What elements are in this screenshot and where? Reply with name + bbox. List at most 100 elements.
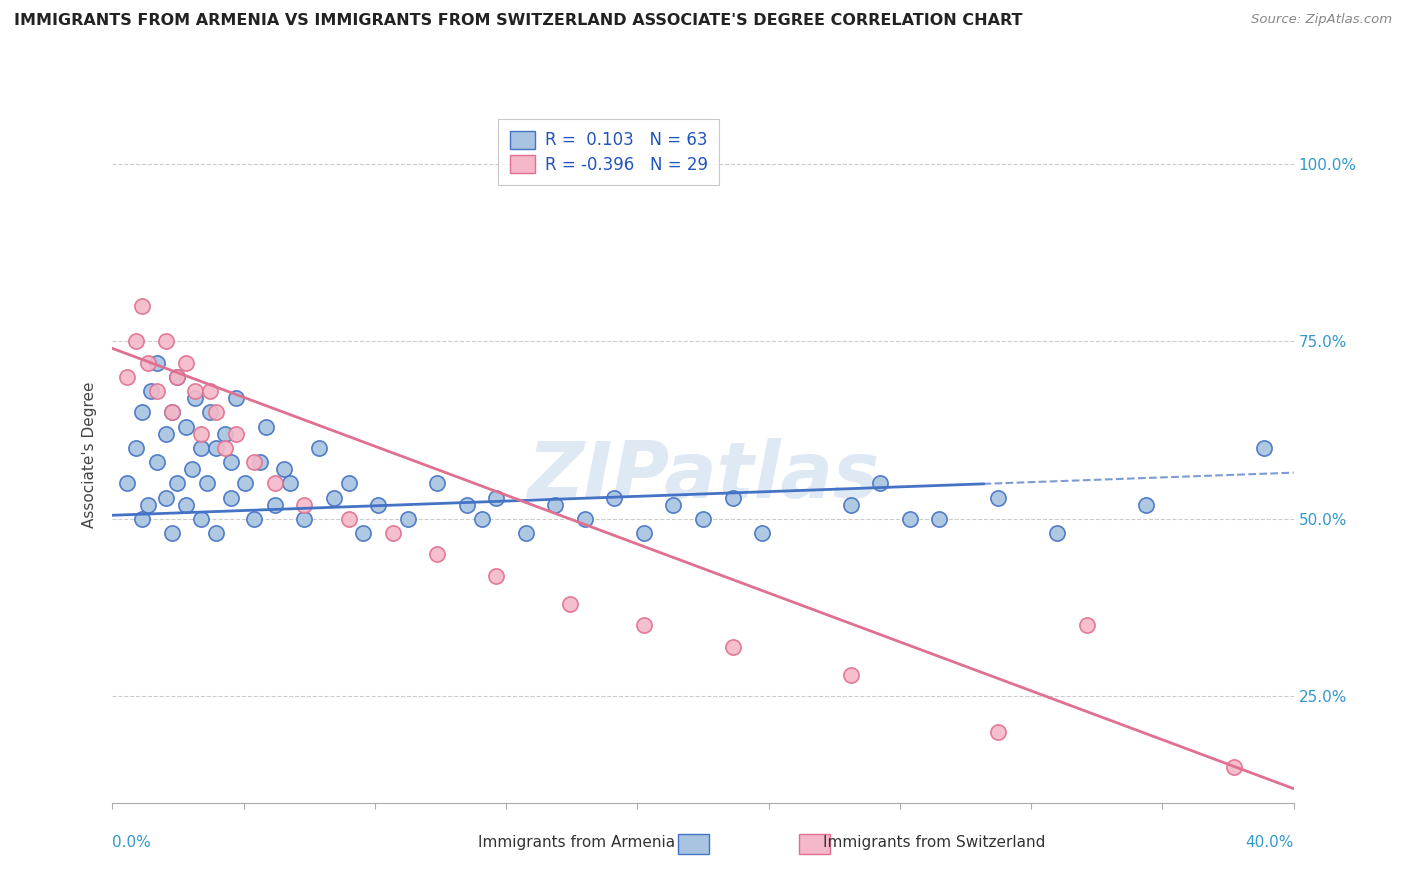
Point [205, 405, 228, 419]
Point [181, 462, 204, 476]
Point [174, 419, 197, 434]
Point [214, 426, 236, 441]
Point [1253, 441, 1275, 455]
Point [278, 476, 301, 491]
Point [544, 498, 567, 512]
Point [292, 512, 315, 526]
Point [219, 491, 242, 505]
Text: Immigrants from Switzerland: Immigrants from Switzerland [823, 836, 1045, 850]
Text: Immigrants from Armenia: Immigrants from Armenia [478, 836, 675, 850]
Point [308, 441, 330, 455]
Point [721, 491, 744, 505]
Point [839, 668, 862, 682]
Text: ZIPatlas: ZIPatlas [527, 438, 879, 514]
Point [382, 526, 405, 541]
Point [692, 512, 714, 526]
Point [367, 498, 389, 512]
Point [195, 476, 218, 491]
Point [117, 369, 138, 384]
Point [485, 568, 508, 582]
Point [139, 384, 162, 398]
Point [633, 618, 655, 632]
Point [558, 597, 582, 611]
Point [166, 369, 188, 384]
Point [485, 491, 508, 505]
Point [515, 526, 537, 541]
Point [633, 526, 655, 541]
Point [264, 476, 287, 491]
Point [131, 512, 153, 526]
Point [254, 419, 277, 434]
Point [751, 526, 773, 541]
Point [1223, 760, 1246, 774]
Point [160, 405, 183, 419]
Point [987, 491, 1010, 505]
Point [155, 426, 177, 441]
Point [396, 512, 419, 526]
Point [470, 512, 494, 526]
Y-axis label: Associate's Degree: Associate's Degree [82, 382, 97, 528]
Text: Source: ZipAtlas.com: Source: ZipAtlas.com [1251, 13, 1392, 27]
Point [160, 526, 183, 541]
Point [839, 498, 862, 512]
Point [225, 426, 247, 441]
Point [337, 476, 360, 491]
Point [146, 356, 169, 370]
Point [174, 356, 197, 370]
Point [205, 441, 228, 455]
Point [1076, 618, 1098, 632]
Point [292, 498, 315, 512]
Point [214, 441, 236, 455]
Point [174, 498, 197, 512]
Point [117, 476, 138, 491]
Point [166, 476, 188, 491]
Point [184, 391, 207, 405]
Point [190, 441, 212, 455]
Point [198, 405, 221, 419]
Point [426, 476, 449, 491]
Point [155, 334, 177, 349]
Point [131, 405, 153, 419]
Point [987, 724, 1010, 739]
Point [166, 369, 188, 384]
Point [898, 512, 921, 526]
Point [184, 384, 207, 398]
Point [721, 640, 744, 654]
Point [233, 476, 256, 491]
Point [337, 512, 360, 526]
Point [190, 512, 212, 526]
Text: 0.0%: 0.0% [112, 836, 152, 850]
Point [264, 498, 287, 512]
Point [155, 491, 177, 505]
Text: IMMIGRANTS FROM ARMENIA VS IMMIGRANTS FROM SWITZERLAND ASSOCIATE'S DEGREE CORREL: IMMIGRANTS FROM ARMENIA VS IMMIGRANTS FR… [14, 13, 1022, 29]
Point [1135, 498, 1157, 512]
Point [131, 299, 153, 313]
Point [190, 426, 212, 441]
Point [352, 526, 374, 541]
Point [243, 512, 266, 526]
Point [1046, 526, 1069, 541]
Point [869, 476, 891, 491]
Point [125, 441, 148, 455]
Point [249, 455, 271, 469]
Point [323, 491, 346, 505]
Point [219, 455, 242, 469]
Point [136, 356, 159, 370]
Point [136, 498, 159, 512]
Point [146, 455, 169, 469]
Point [243, 455, 266, 469]
Point [603, 491, 626, 505]
Point [928, 512, 950, 526]
Point [160, 405, 183, 419]
Point [456, 498, 478, 512]
Point [146, 384, 169, 398]
Point [574, 512, 596, 526]
Point [426, 547, 449, 561]
Point [662, 498, 685, 512]
Point [198, 384, 221, 398]
Point [273, 462, 295, 476]
Point [125, 334, 148, 349]
Text: 40.0%: 40.0% [1246, 836, 1294, 850]
Point [225, 391, 247, 405]
Legend: R =  0.103   N = 63, R = -0.396   N = 29: R = 0.103 N = 63, R = -0.396 N = 29 [498, 119, 720, 186]
